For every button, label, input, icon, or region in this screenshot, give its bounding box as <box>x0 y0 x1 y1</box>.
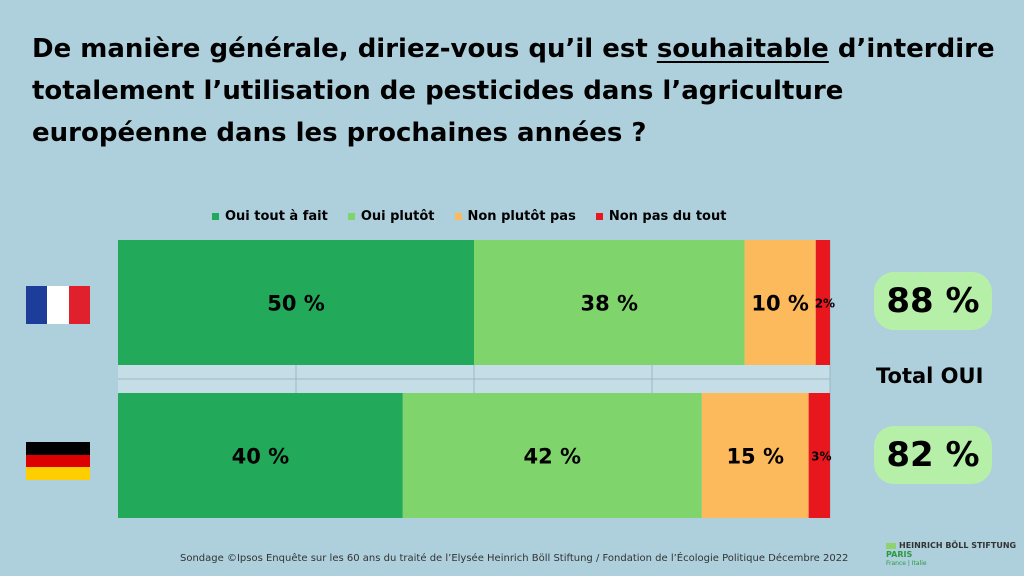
bar-segment-germany-3 <box>808 393 830 518</box>
source-note: Sondage ©Ipsos Enquête sur les 60 ans du… <box>180 553 849 564</box>
title-underlined-word: souhaitable <box>656 34 829 64</box>
flag-stripe <box>68 286 90 324</box>
bar-segment-france-1 <box>474 240 745 365</box>
france-flag-icon <box>26 286 90 324</box>
bar-segment-france-3 <box>815 240 830 365</box>
data-label: 50 % <box>267 292 325 316</box>
data-label: 40 % <box>232 445 290 469</box>
legend-item-oui-plutot: Oui plutôt <box>347 208 435 224</box>
total-oui-label: Total OUI <box>876 364 984 388</box>
data-label: 42 % <box>524 445 582 469</box>
logo-mark-icon <box>886 542 896 549</box>
chart-title: De manière générale, diriez-vous qu’il e… <box>32 28 1012 154</box>
flag-stripe <box>26 442 90 455</box>
flag-stripe <box>47 286 69 324</box>
legend-swatch <box>454 212 462 220</box>
logo-brand: HEINRICH BÖLL STIFTUNG <box>899 541 1017 550</box>
total-oui-germany: 82 % <box>874 426 992 484</box>
bar-segment-france-2 <box>744 240 816 365</box>
data-label: 2% <box>815 297 835 311</box>
data-label: 10 % <box>751 292 809 316</box>
total-oui-france: 88 % <box>874 272 992 330</box>
legend: Oui tout à fait Oui plutôt Non plutôt pa… <box>212 206 726 226</box>
title-part-1: De manière générale, diriez-vous qu’il e… <box>32 34 657 64</box>
legend-label: Non plutôt pas <box>467 208 576 224</box>
legend-label: Oui tout à fait <box>225 208 328 224</box>
germany-flag-icon <box>26 442 90 481</box>
logo-city: PARIS <box>886 550 913 559</box>
bar-segment-france-0 <box>118 240 474 365</box>
bar-segment-germany-0 <box>118 393 403 518</box>
data-label: 15 % <box>726 445 784 469</box>
flag-stripe <box>26 286 48 324</box>
title-part-2: d’interdire totalement l’utilisation de … <box>32 34 995 148</box>
legend-label: Non pas du tout <box>608 208 727 224</box>
heinrich-boll-logo: HEINRICH BÖLL STIFTUNG PARIS France | It… <box>886 541 1016 568</box>
legend-swatch <box>595 212 603 220</box>
legend-item-oui-tout-a-fait: Oui tout à fait <box>212 209 328 224</box>
logo-sub: France | Italie <box>886 560 927 567</box>
bar-segment-germany-2 <box>701 393 809 518</box>
data-label: 38 % <box>580 292 638 316</box>
legend-item-non-plutot-pas: Non plutôt pas <box>454 208 576 224</box>
flag-stripe <box>26 467 90 481</box>
legend-swatch <box>212 212 219 220</box>
legend-item-non-pas-du-tout: Non pas du tout <box>595 208 727 224</box>
data-label: 3% <box>811 450 831 464</box>
legend-label: Oui plutôt <box>360 208 435 224</box>
bar-segment-germany-1 <box>402 393 702 518</box>
flag-stripe <box>26 454 90 468</box>
legend-swatch <box>347 212 355 220</box>
